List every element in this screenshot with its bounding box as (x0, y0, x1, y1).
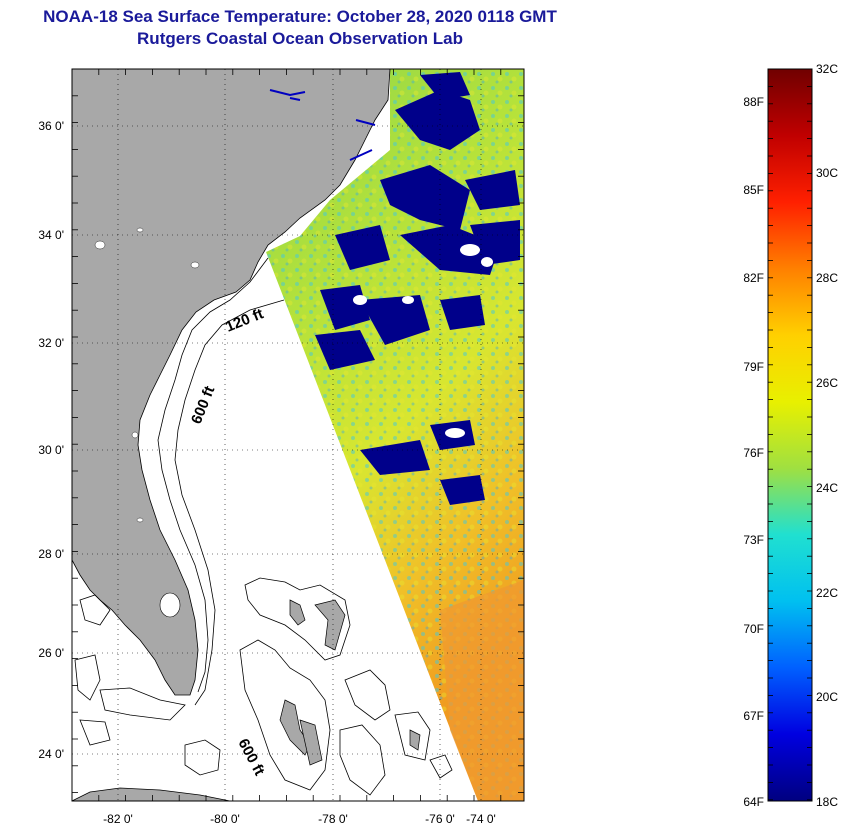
contour-label-600ft-north: 600 ft (188, 384, 218, 427)
us-land (72, 69, 391, 696)
lake-okeechobee (159, 592, 181, 618)
colorbar-f-label: 76F (743, 446, 764, 460)
cuba-land (72, 787, 231, 801)
colorbar-f-label: 79F (743, 360, 764, 374)
sst-warm-region (440, 580, 524, 801)
colorbar-f-label: 64F (743, 795, 764, 809)
lon-tick-label: -80 0' (210, 812, 240, 826)
lon-tick-label: -82 0' (103, 812, 133, 826)
colorbar-f-label: 88F (743, 95, 764, 109)
depth-contours (74, 257, 453, 796)
colorbar-f-label: 67F (743, 709, 764, 723)
inland-water (269, 89, 376, 161)
title-line-1: NOAA-18 Sea Surface Temperature: October… (43, 7, 557, 26)
map-frame (71, 68, 525, 802)
lat-tick-label: 24 0' (38, 747, 64, 761)
colorbar-ticks (768, 68, 812, 801)
colorbar-gradient (767, 68, 813, 802)
colorbar-c-label: 28C (816, 271, 838, 285)
bahamas-islands (279, 599, 421, 766)
title-line-2: Rutgers Coastal Ocean Observation Lab (137, 29, 463, 48)
lat-tick-label: 32 0' (38, 336, 64, 350)
colorbar-f-label: 73F (743, 533, 764, 547)
colorbar-fahrenheit-labels: 88F 85F 82F 79F 76F 73F 70F 67F 64F (743, 95, 764, 809)
colorbar-f-label: 82F (743, 271, 764, 285)
colorbar-c-label: 26C (816, 376, 838, 390)
latitude-labels: 36 0' 34 0' 32 0' 30 0' 28 0' 26 0' 24 0… (38, 119, 64, 761)
lat-tick-label: 28 0' (38, 547, 64, 561)
colorbar-c-label: 22C (816, 586, 838, 600)
lon-tick-label: -76 0' (425, 812, 455, 826)
lon-tick-label: -78 0' (318, 812, 348, 826)
frame-ticks (71, 68, 524, 801)
colorbar-c-label: 18C (816, 795, 838, 809)
lat-tick-label: 30 0' (38, 443, 64, 457)
inland-lakes (94, 227, 200, 523)
lon-tick-label: -74 0' (466, 812, 496, 826)
colorbar-c-label: 20C (816, 690, 838, 704)
contour-label-600ft-south: 600 ft (234, 736, 267, 779)
map-area (72, 69, 524, 801)
longitude-labels: -82 0' -80 0' -78 0' -76 0' -74 0' (103, 812, 496, 826)
colorbar-c-label: 32C (816, 62, 838, 76)
colorbar-c-label: 30C (816, 166, 838, 180)
colorbar-f-label: 70F (743, 622, 764, 636)
colorbar-celsius-labels: 32C 30C 28C 26C 24C 22C 20C 18C (816, 62, 838, 809)
colorbar: 88F 85F 82F 79F 76F 73F 70F 67F 64F 32C … (743, 62, 838, 809)
lat-tick-label: 26 0' (38, 646, 64, 660)
contour-label-120ft: 120 ft (223, 305, 266, 335)
map-title: NOAA-18 Sea Surface Temperature: October… (0, 6, 600, 50)
cloud-gaps (353, 244, 493, 438)
lat-tick-label: 34 0' (38, 228, 64, 242)
colorbar-f-label: 85F (743, 183, 764, 197)
graticule (72, 69, 524, 801)
colorbar-c-label: 24C (816, 481, 838, 495)
cloud-patches (315, 72, 520, 505)
lat-tick-label: 36 0' (38, 119, 64, 133)
